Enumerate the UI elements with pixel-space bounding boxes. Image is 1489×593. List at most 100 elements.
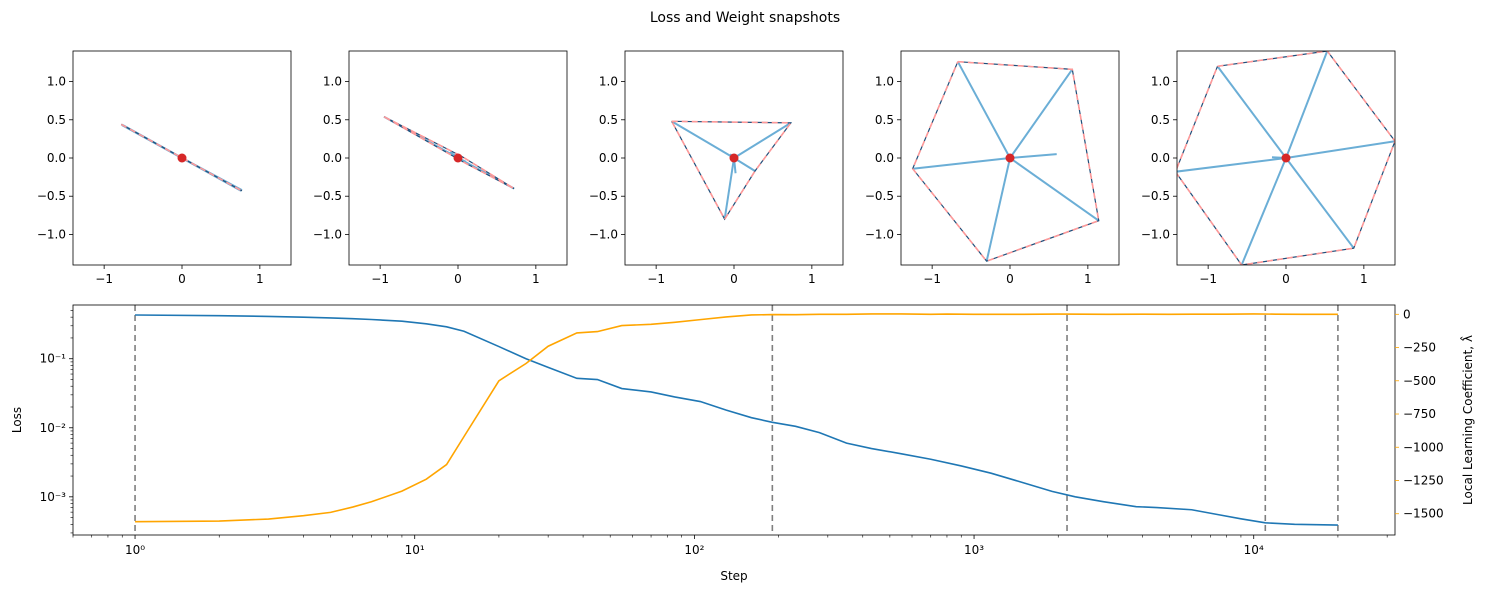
weight-vector <box>1009 157 1100 222</box>
snapshot-panel-4: −1 0 1 1.0 0.5 0.0 −0.5 −1.0 <box>865 50 1120 286</box>
y-tick-label: 0.5 <box>599 113 618 127</box>
y-tick-label: 0.5 <box>47 113 66 127</box>
snapshot-content <box>120 123 243 192</box>
figure-title: Loss and Weight snapshots <box>650 10 840 26</box>
hull-dashed <box>120 123 243 192</box>
y-tick-label: 1.0 <box>323 75 342 89</box>
x-tick-label: 1 <box>256 272 264 286</box>
weight-vector <box>912 157 1011 170</box>
weight-vector <box>1216 65 1287 159</box>
hull-dashed <box>671 120 793 221</box>
weight-vector <box>1009 68 1074 159</box>
y2-tick-label: −750 <box>1403 407 1436 421</box>
y-tick-label: −0.5 <box>865 189 894 203</box>
y-tick-label: −1.0 <box>589 227 618 241</box>
y2-tick-label: −250 <box>1403 341 1436 355</box>
y-axis-label: Loss <box>10 407 24 433</box>
y2-axis-label: Local Learning Coefficient, λ̂ <box>1459 335 1475 505</box>
y-tick-label: 0.5 <box>875 113 894 127</box>
weight-vector <box>1009 153 1057 159</box>
y-tick-label: 0.5 <box>323 113 342 127</box>
snapshot-panel-1: −1 0 1 1.0 0.5 0.0 −0.5 −1.0 <box>37 50 292 286</box>
y-tick-label: 0.0 <box>47 151 66 165</box>
axes-frame <box>72 304 1396 536</box>
x-tick-label: 0 <box>178 272 186 286</box>
snapshot-content <box>911 60 1100 263</box>
y-tick-label: −1.0 <box>1141 227 1170 241</box>
x-axis-label: Step <box>720 569 747 583</box>
y-tick-label: 1.0 <box>47 75 66 89</box>
loss-llc-chart: 10⁰ 10¹ 10² 10³ 10⁴ 10⁻¹ 10⁻² 10⁻³ 0 −250 −500 −750… <box>10 304 1475 583</box>
y-tick-label: 1.0 <box>1151 75 1170 89</box>
y-tick-label: 1.0 <box>875 75 894 89</box>
x-tick-label: −1 <box>647 272 665 286</box>
y2-tick-label: 0 <box>1403 307 1411 321</box>
origin-marker <box>177 153 187 163</box>
x-tick-label: 0 <box>454 272 462 286</box>
x-tick-label: −1 <box>923 272 941 286</box>
hull-edge <box>1177 51 1395 265</box>
weight-vector <box>985 157 1011 262</box>
y-tick-label: −0.5 <box>1141 189 1170 203</box>
hull-dashed <box>911 60 1100 263</box>
x-tick-label: 10³ <box>964 543 984 557</box>
snapshot-panel-2: −1 0 1 1.0 0.5 0.0 −0.5 −1.0 <box>313 50 568 286</box>
y-tick-label: 0.0 <box>323 151 342 165</box>
y-tick-label: 0.0 <box>599 151 618 165</box>
y-tick-label: −0.5 <box>37 189 66 203</box>
x-tick-label: −1 <box>371 272 389 286</box>
y-tick-label: 10⁻² <box>40 421 67 435</box>
x-tick-label: −1 <box>95 272 113 286</box>
y-tick-label: 0.0 <box>1151 151 1170 165</box>
weight-snapshots: −1 0 11.00.50.0−0.5−1.0−1 0 11.00.50.0−0.5−1… <box>37 50 1396 286</box>
y2-tick-label: −1500 <box>1403 507 1444 521</box>
y-tick-label: −1.0 <box>313 227 342 241</box>
snapshot-content <box>383 115 515 190</box>
y2-tick-label: −500 <box>1403 374 1436 388</box>
x-tick-label: 1 <box>532 272 540 286</box>
y2-tick-label: −1250 <box>1403 473 1444 487</box>
loss-line <box>135 314 1338 526</box>
x-tick-label: 10⁰ <box>125 543 145 557</box>
x-tick-label: 10⁴ <box>1244 543 1264 557</box>
y-tick-label: 1.0 <box>599 75 618 89</box>
origin-marker <box>453 153 463 163</box>
weight-vector <box>1285 140 1395 159</box>
y-tick-label: −0.5 <box>589 189 618 203</box>
y-tick-label: −1.0 <box>865 227 894 241</box>
x-tick-label: 10² <box>684 543 704 557</box>
snapshot-content <box>671 120 793 221</box>
weight-vector <box>1285 157 1355 249</box>
y-tick-label: 0.5 <box>1151 113 1170 127</box>
origin-marker <box>729 153 739 163</box>
x-tick-label: 0 <box>1006 272 1014 286</box>
weight-vector <box>1240 157 1287 265</box>
weight-vector <box>733 121 792 159</box>
main-content <box>134 305 1339 535</box>
llc-line <box>135 313 1338 523</box>
x-tick-label: 0 <box>730 272 738 286</box>
x-tick-label: −1 <box>1199 272 1217 286</box>
weight-vector <box>723 157 735 220</box>
x-tick-label: 1 <box>1084 272 1092 286</box>
x-tick-label: 0 <box>1282 272 1290 286</box>
weight-vector <box>1285 51 1329 159</box>
y2-tick-label: −1000 <box>1403 440 1444 454</box>
y-tick-label: 10⁻³ <box>40 490 67 504</box>
origin-marker <box>1281 153 1291 163</box>
y-tick-label: 0.0 <box>875 151 894 165</box>
x-tick-label: 1 <box>1360 272 1368 286</box>
origin-marker <box>1005 153 1015 163</box>
hull-edge <box>911 61 1100 262</box>
hull-dashed <box>383 116 515 190</box>
weight-vector <box>956 61 1011 159</box>
snapshot-panel-5: −1 0 1 1.0 0.5 0.0 −0.5 −1.0 <box>1141 50 1396 286</box>
snapshot-content <box>1177 51 1395 265</box>
y-tick-label: −1.0 <box>37 227 66 241</box>
y-tick-label: −0.5 <box>313 189 342 203</box>
weight-vector <box>671 120 735 159</box>
x-tick-label: 10¹ <box>405 543 425 557</box>
weight-vector <box>1177 157 1287 173</box>
snapshot-panel-3: −1 0 1 1.0 0.5 0.0 −0.5 −1.0 <box>589 50 844 286</box>
